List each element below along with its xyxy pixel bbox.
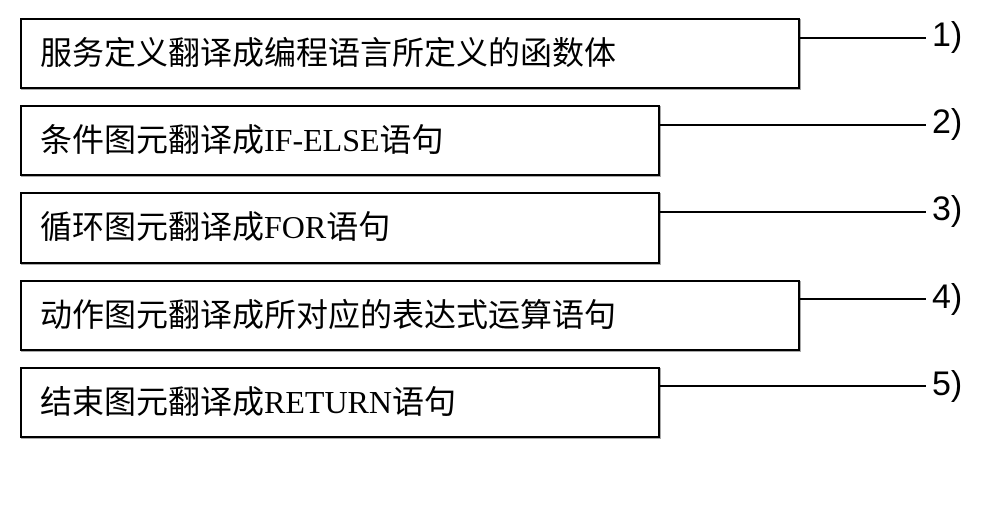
step-label-3: 3) bbox=[932, 190, 962, 229]
diagram-row: 条件图元翻译成IF-ELSE语句 2) bbox=[20, 105, 1000, 176]
step-label-1: 1) bbox=[932, 16, 962, 55]
leader-line bbox=[658, 124, 926, 126]
step-label-4: 4) bbox=[932, 278, 962, 317]
leader-line bbox=[658, 385, 926, 387]
step-box-3: 循环图元翻译成FOR语句 bbox=[20, 192, 660, 263]
step-box-1: 服务定义翻译成编程语言所定义的函数体 bbox=[20, 18, 800, 89]
diagram-canvas: 服务定义翻译成编程语言所定义的函数体 1) 条件图元翻译成IF-ELSE语句 2… bbox=[0, 0, 1000, 532]
step-label-2: 2) bbox=[932, 103, 962, 142]
step-box-4: 动作图元翻译成所对应的表达式运算语句 bbox=[20, 280, 800, 351]
diagram-row: 动作图元翻译成所对应的表达式运算语句 4) bbox=[20, 280, 1000, 351]
diagram-row: 结束图元翻译成RETURN语句 5) bbox=[20, 367, 1000, 438]
step-box-5: 结束图元翻译成RETURN语句 bbox=[20, 367, 660, 438]
diagram-row: 循环图元翻译成FOR语句 3) bbox=[20, 192, 1000, 263]
step-label-5: 5) bbox=[932, 365, 962, 404]
leader-line bbox=[798, 37, 926, 39]
leader-line bbox=[798, 298, 926, 300]
step-box-2: 条件图元翻译成IF-ELSE语句 bbox=[20, 105, 660, 176]
diagram-row: 服务定义翻译成编程语言所定义的函数体 1) bbox=[20, 18, 1000, 89]
leader-line bbox=[658, 211, 926, 213]
